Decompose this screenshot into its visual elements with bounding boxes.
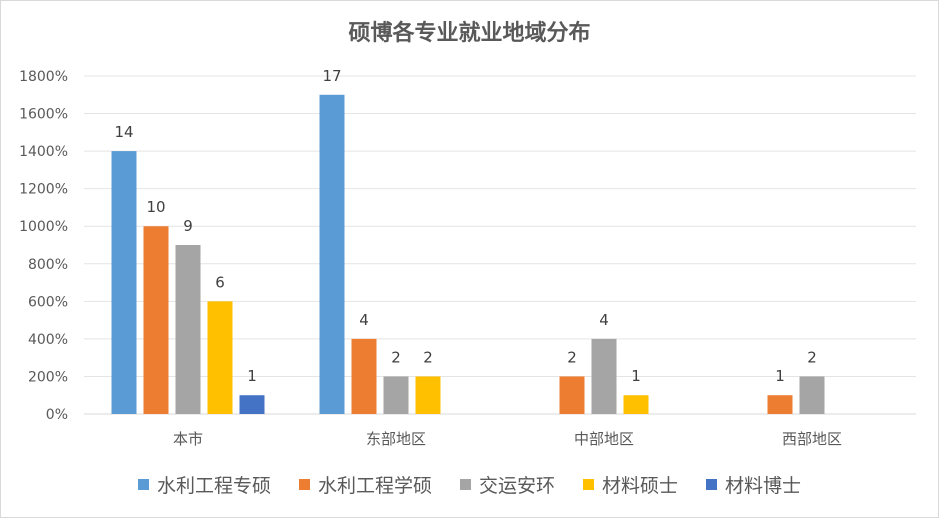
bar-chart: 0% 200% 400% 600% 800% 1000% 1200% 1400% 1600% 18… [19, 67, 916, 448]
data-label: 2 [807, 348, 817, 366]
legend-swatch [459, 479, 471, 490]
data-label: 4 [359, 311, 369, 329]
legend-swatch [706, 479, 718, 490]
data-label: 1 [775, 367, 785, 385]
data-label: 1 [631, 367, 641, 385]
legend-item: 材料硕士 [583, 471, 678, 498]
data-label: 2 [423, 348, 433, 366]
x-category-label: 中部地区 [574, 430, 634, 448]
bar [319, 94, 345, 415]
bar [383, 376, 409, 414]
legend-swatch [583, 479, 594, 490]
bar [175, 245, 201, 414]
bar [799, 376, 825, 414]
legend-label: 水利工程学硕 [317, 475, 432, 497]
data-label: 4 [599, 311, 609, 329]
data-label: 2 [567, 348, 577, 366]
chart-title: 硕博各专业就业地域分布 [348, 21, 591, 46]
bar [623, 395, 649, 414]
x-category-label: 西部地区 [782, 430, 842, 448]
y-tick-label: 600% [28, 294, 68, 310]
bar [351, 338, 377, 414]
data-label: 2 [391, 348, 401, 366]
y-tick-label: 1600% [19, 107, 68, 123]
bar [239, 395, 265, 414]
y-tick-label: 1200% [19, 182, 68, 198]
bar [559, 376, 585, 414]
bar [767, 395, 793, 414]
data-label: 14 [114, 123, 133, 141]
bar [591, 338, 617, 414]
data-label: 1 [247, 367, 257, 385]
y-tick-label: 0% [46, 407, 68, 423]
y-tick-label: 800% [28, 257, 68, 273]
data-label: 17 [322, 67, 341, 85]
legend-label: 材料博士 [725, 475, 802, 497]
data-label: 10 [146, 198, 165, 216]
y-tick-label: 200% [28, 369, 68, 385]
legend-swatch [298, 479, 310, 490]
data-label: 9 [183, 217, 193, 235]
bar [143, 226, 169, 414]
y-tick-label: 400% [28, 332, 68, 348]
legend-label: 水利工程专硕 [156, 475, 271, 497]
bar [111, 151, 137, 414]
data-label: 6 [215, 273, 225, 291]
y-tick-label: 1400% [19, 144, 68, 160]
legend-item: 交运安环 [459, 471, 555, 498]
bar [415, 376, 441, 414]
y-tick-label: 1000% [19, 219, 68, 235]
x-category-label: 东部地区 [366, 430, 426, 448]
legend-item: 材料博士 [706, 471, 801, 498]
legend: 水利工程专硕 水利工程学硕 交运安环 材料硕士 材料博士 [1, 471, 938, 498]
legend-label: 交运安环 [478, 475, 555, 497]
legend-swatch [137, 479, 149, 490]
x-category-label: 本市 [173, 430, 203, 448]
legend-item: 水利工程学硕 [298, 471, 432, 498]
legend-label: 材料硕士 [602, 475, 679, 497]
bar [207, 301, 233, 414]
legend-item: 水利工程专硕 [137, 471, 271, 498]
y-tick-label: 1800% [19, 69, 68, 85]
